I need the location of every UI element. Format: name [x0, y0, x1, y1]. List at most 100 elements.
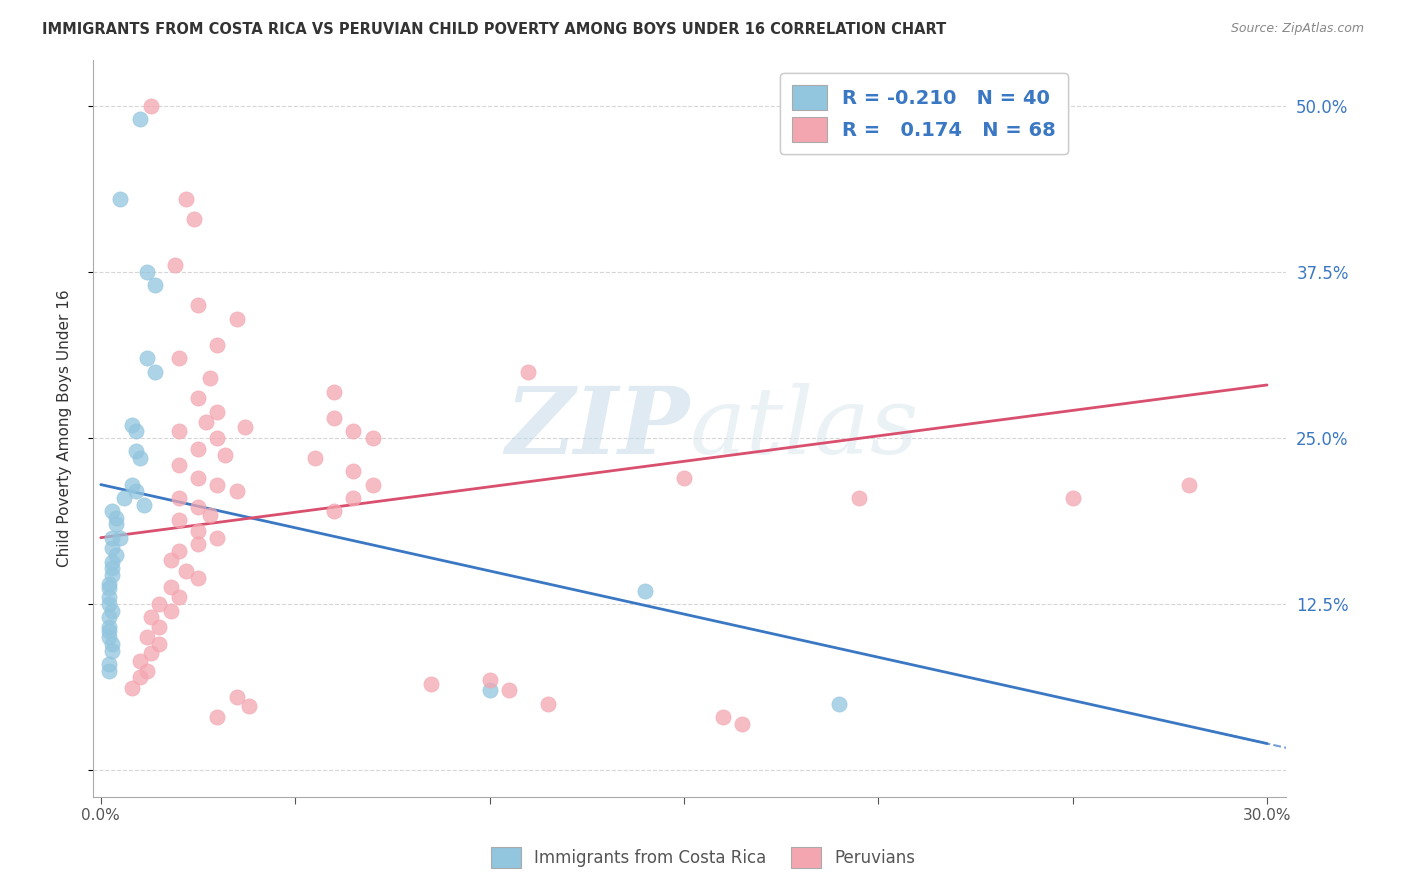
- Point: [97, 630, 120, 644]
- Point: [101, 541, 124, 556]
- Point: [1062, 491, 1084, 505]
- Point: [101, 637, 124, 651]
- Point: [848, 491, 870, 505]
- Point: [97, 577, 120, 591]
- Point: [420, 677, 443, 691]
- Point: [233, 420, 256, 434]
- Point: [112, 491, 135, 505]
- Point: [141, 99, 163, 113]
- Point: [121, 417, 143, 432]
- Point: [148, 637, 170, 651]
- Point: [159, 580, 181, 594]
- Point: [167, 591, 190, 605]
- Point: [828, 697, 851, 711]
- Point: [478, 683, 501, 698]
- Point: [342, 464, 364, 478]
- Point: [187, 500, 209, 515]
- Point: [128, 670, 150, 684]
- Point: [101, 531, 124, 545]
- Point: [342, 425, 364, 439]
- Point: [207, 338, 229, 352]
- Point: [207, 431, 229, 445]
- Legend: Immigrants from Costa Rica, Peruvians: Immigrants from Costa Rica, Peruvians: [484, 840, 922, 875]
- Point: [498, 683, 520, 698]
- Point: [187, 298, 209, 312]
- Point: [136, 265, 159, 279]
- Point: [183, 211, 205, 226]
- Point: [517, 365, 540, 379]
- Point: [361, 431, 384, 445]
- Point: [97, 610, 120, 624]
- Point: [143, 278, 166, 293]
- Point: [143, 365, 166, 379]
- Point: [132, 498, 155, 512]
- Point: [110, 531, 132, 545]
- Point: [207, 404, 229, 418]
- Point: [97, 664, 120, 678]
- Point: [361, 477, 384, 491]
- Point: [97, 591, 120, 605]
- Point: [323, 504, 346, 518]
- Point: [148, 620, 170, 634]
- Point: [167, 425, 190, 439]
- Point: [101, 604, 124, 618]
- Point: [711, 710, 734, 724]
- Point: [97, 597, 120, 611]
- Point: [187, 524, 209, 538]
- Point: [187, 471, 209, 485]
- Point: [225, 484, 247, 499]
- Point: [136, 630, 159, 644]
- Point: [97, 620, 120, 634]
- Text: Source: ZipAtlas.com: Source: ZipAtlas.com: [1230, 22, 1364, 36]
- Point: [214, 448, 236, 462]
- Point: [125, 484, 148, 499]
- Point: [136, 351, 159, 366]
- Point: [198, 508, 221, 522]
- Point: [136, 664, 159, 678]
- Point: [163, 259, 186, 273]
- Point: [128, 450, 150, 465]
- Point: [141, 646, 163, 660]
- Point: [167, 491, 190, 505]
- Point: [323, 384, 346, 399]
- Point: [101, 567, 124, 582]
- Point: [97, 581, 120, 595]
- Text: atlas: atlas: [690, 384, 920, 473]
- Point: [478, 673, 501, 687]
- Point: [207, 710, 229, 724]
- Point: [731, 716, 754, 731]
- Point: [323, 411, 346, 425]
- Point: [105, 517, 128, 532]
- Point: [207, 531, 229, 545]
- Point: [105, 510, 128, 524]
- Point: [128, 112, 150, 127]
- Point: [101, 504, 124, 518]
- Legend: R = -0.210   N = 40, R =   0.174   N = 68: R = -0.210 N = 40, R = 0.174 N = 68: [780, 73, 1069, 154]
- Point: [187, 391, 209, 405]
- Point: [225, 690, 247, 704]
- Point: [198, 371, 221, 385]
- Point: [105, 548, 128, 562]
- Point: [148, 597, 170, 611]
- Point: [207, 477, 229, 491]
- Point: [97, 657, 120, 671]
- Point: [110, 192, 132, 206]
- Point: [125, 425, 148, 439]
- Point: [187, 537, 209, 551]
- Point: [167, 544, 190, 558]
- Point: [101, 561, 124, 575]
- Point: [101, 643, 124, 657]
- Point: [537, 697, 560, 711]
- Y-axis label: Child Poverty Among Boys Under 16: Child Poverty Among Boys Under 16: [58, 289, 72, 567]
- Point: [1178, 477, 1201, 491]
- Point: [159, 553, 181, 567]
- Point: [225, 311, 247, 326]
- Point: [176, 564, 198, 578]
- Point: [121, 477, 143, 491]
- Point: [167, 458, 190, 472]
- Point: [141, 610, 163, 624]
- Point: [125, 444, 148, 458]
- Text: ZIP: ZIP: [506, 384, 690, 473]
- Point: [672, 471, 695, 485]
- Point: [634, 583, 657, 598]
